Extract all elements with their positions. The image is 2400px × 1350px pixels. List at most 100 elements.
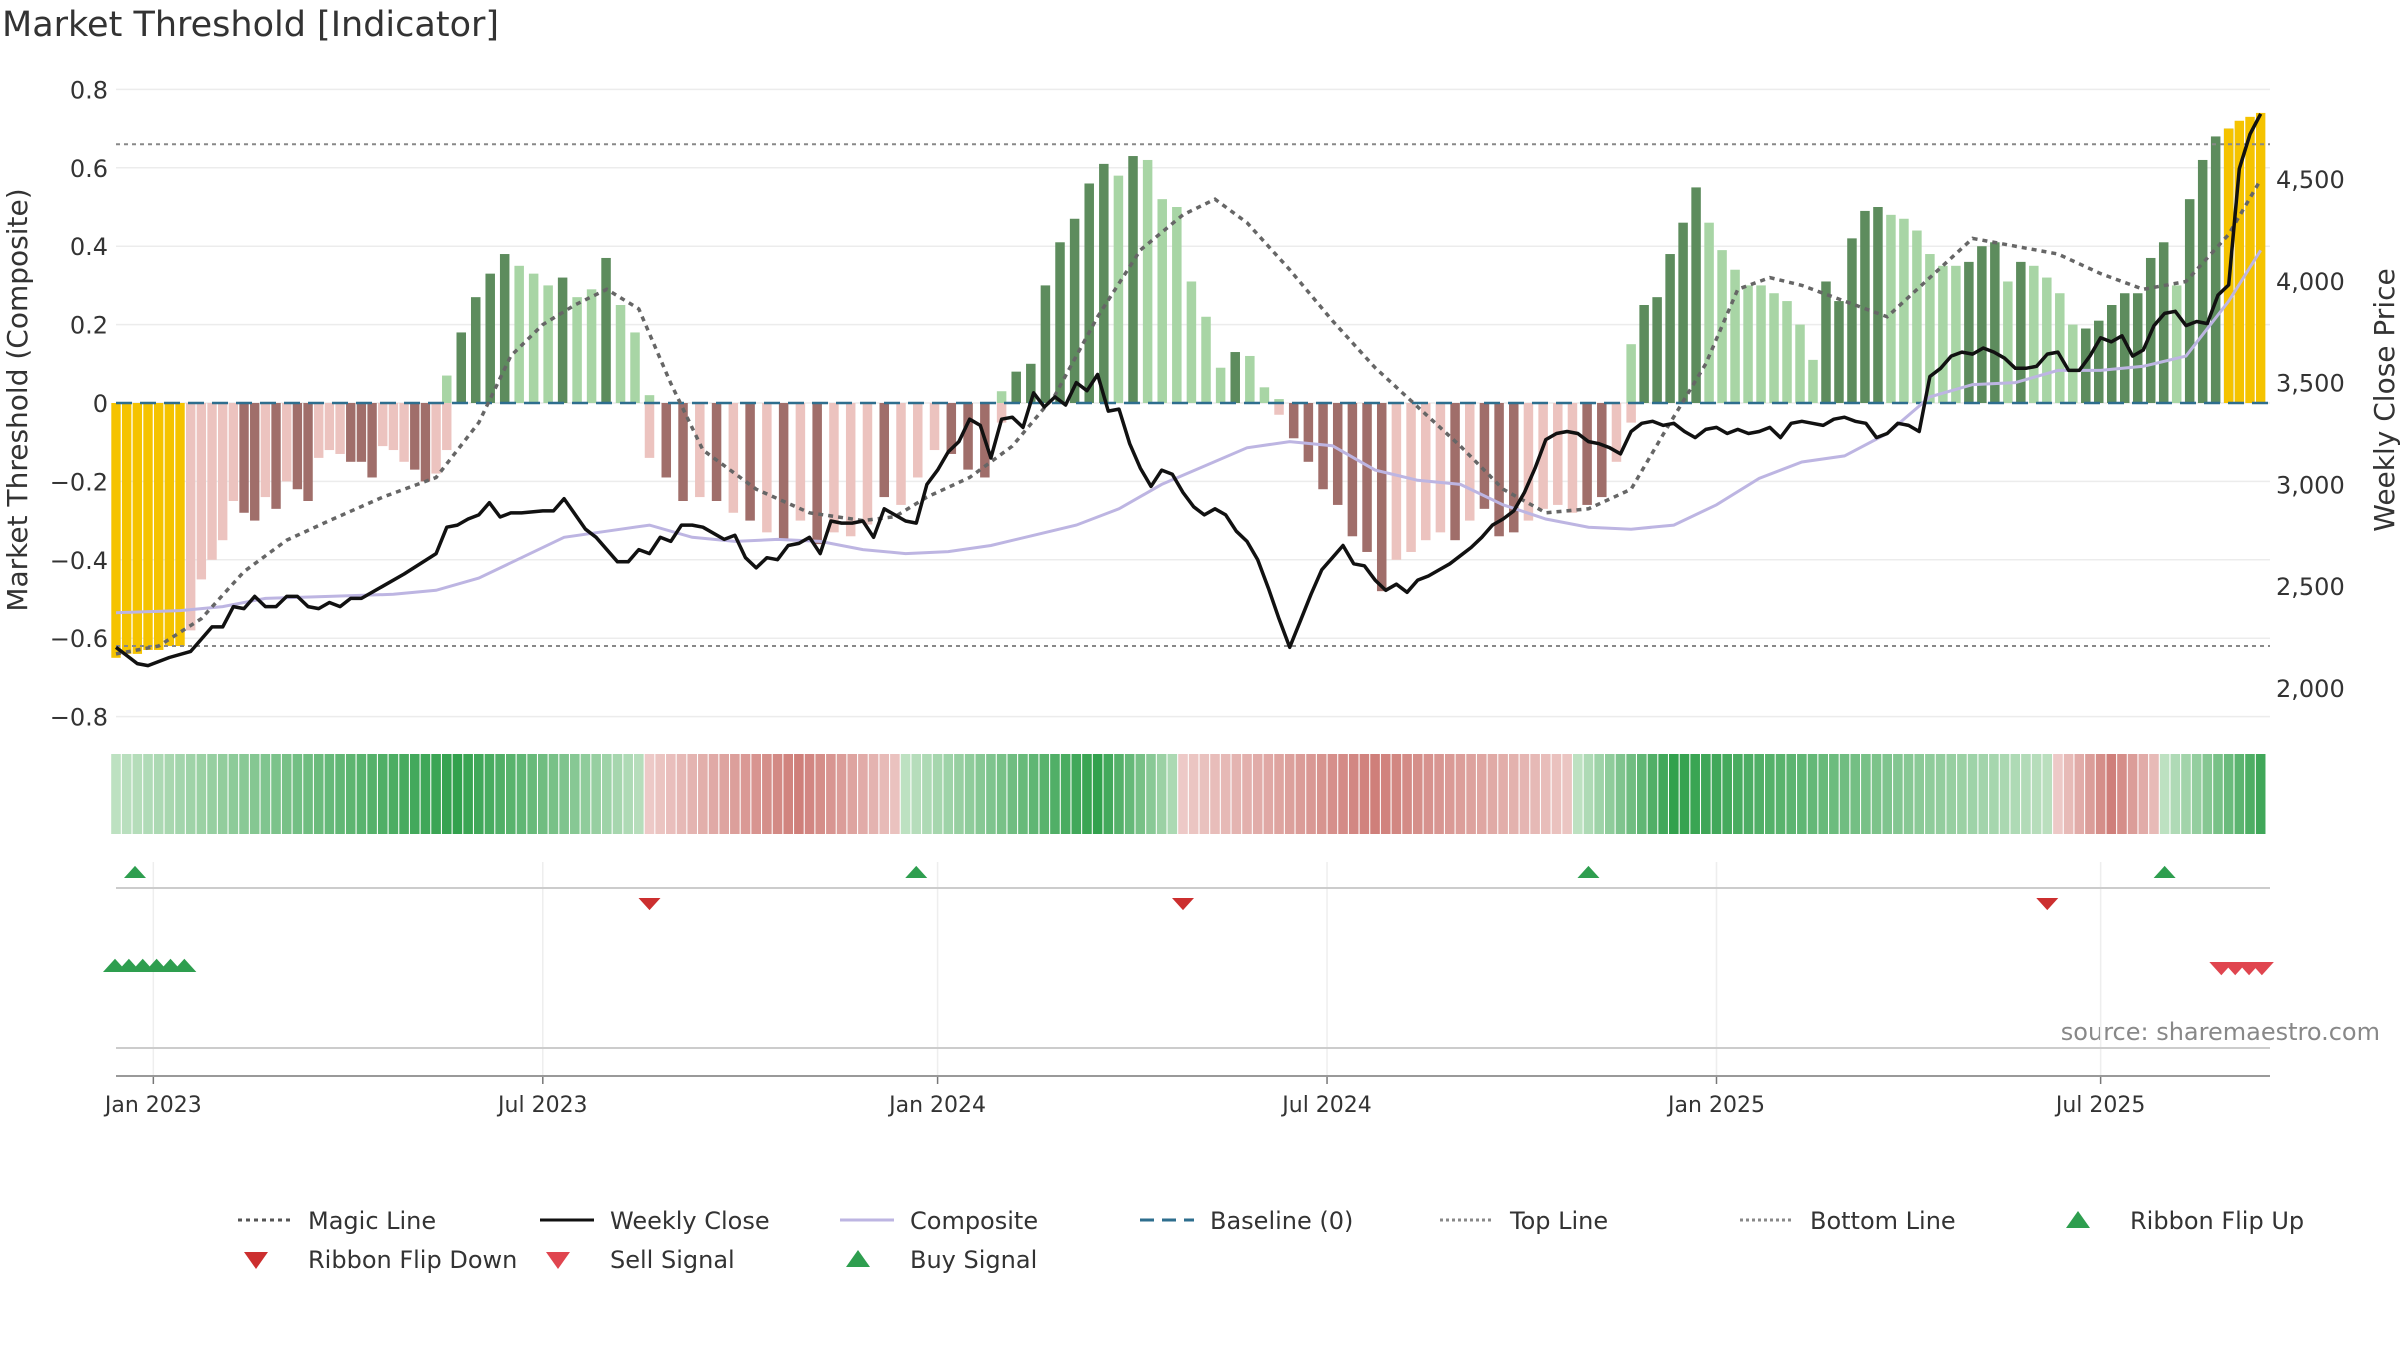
- composite-bar: [1055, 242, 1065, 403]
- composite-bar: [1084, 183, 1094, 403]
- composite-bar: [1990, 242, 2000, 403]
- ribbon-cell: [2181, 754, 2191, 834]
- ribbon-cell: [1476, 754, 1487, 834]
- composite-bar: [514, 265, 524, 403]
- ribbon-cell: [1605, 754, 1615, 834]
- composite-bar: [795, 403, 806, 521]
- composite-bar: [678, 403, 688, 501]
- ribbon-cell: [2234, 754, 2245, 834]
- ribbon-cell: [1178, 754, 1188, 834]
- composite-bar: [132, 403, 143, 654]
- ribbon-cell: [143, 754, 153, 834]
- composite-bar: [2081, 328, 2091, 403]
- composite-bar: [164, 403, 175, 647]
- composite-bar: [1157, 199, 1167, 403]
- ribbon-cell: [666, 754, 676, 834]
- ribbon-cell: [228, 754, 239, 834]
- y-axis-right-label: Weekly Close Price: [2368, 268, 2400, 531]
- composite-bar: [1288, 403, 1299, 439]
- ribbon-cell: [879, 754, 890, 834]
- composite-bar: [2245, 116, 2255, 403]
- composite-bar: [601, 257, 611, 403]
- ribbon-flip-up-marker: [2153, 865, 2176, 878]
- signals: [103, 865, 2274, 976]
- x-tick-label: Jul 2024: [1280, 1093, 1372, 1118]
- composite-bar: [2107, 305, 2117, 403]
- ribbon-cell: [708, 754, 719, 834]
- ribbon-cell: [2127, 754, 2138, 834]
- legend-label: Composite: [910, 1207, 1038, 1235]
- ribbon-cell: [2117, 754, 2127, 834]
- ribbon-cell: [431, 754, 441, 834]
- ribbon-cell: [570, 754, 580, 834]
- ribbon-cell: [463, 754, 473, 834]
- composite-bar: [528, 273, 539, 403]
- composite-bar: [346, 403, 356, 462]
- ribbon-cell: [986, 754, 996, 834]
- composite-bar: [745, 403, 755, 521]
- ribbon-cell: [655, 754, 665, 834]
- ribbon-cell: [452, 754, 463, 834]
- composite-bar: [543, 285, 553, 403]
- x-tick-label: Jan 2024: [887, 1093, 986, 1118]
- y-left-tick-label: −0.2: [50, 468, 108, 496]
- ribbon-cell: [1626, 754, 1636, 834]
- ribbon-cell: [2245, 754, 2255, 834]
- composite-line: [115, 249, 2262, 615]
- ribbon-cell: [538, 754, 548, 834]
- composite-bar: [1912, 230, 1922, 403]
- composite-bar: [996, 391, 1007, 403]
- ribbon-cell: [1423, 754, 1434, 834]
- composite-bar: [1951, 265, 1961, 403]
- composite-bar: [1769, 293, 1779, 403]
- composite-bar: [1665, 254, 1675, 403]
- y-right-tick-label: 2,500: [2276, 573, 2345, 601]
- composite-bar: [1435, 403, 1446, 533]
- composite-bar: [1230, 352, 1240, 403]
- y-right-tick-label: 2,000: [2276, 675, 2345, 703]
- composite-bar: [1113, 175, 1124, 403]
- ribbon-cell: [313, 754, 324, 834]
- composite-bar: [1821, 281, 1831, 403]
- ribbon-flip-up-marker: [1577, 865, 1600, 878]
- composite-bar: [1582, 403, 1592, 505]
- composite-bar: [1756, 285, 1766, 403]
- ribbon-cell: [548, 754, 559, 834]
- composite-bar: [282, 403, 292, 482]
- composite-bar: [2158, 242, 2169, 403]
- ribbon-cell: [2042, 754, 2053, 834]
- ribbon-cell: [815, 754, 826, 834]
- ribbon-cell: [1743, 754, 1754, 834]
- ribbon-cell: [1882, 754, 1893, 834]
- ribbon-cell: [836, 754, 847, 834]
- ribbon-cell: [1082, 754, 1092, 834]
- ribbon-cell: [1999, 754, 2010, 834]
- composite-bar: [228, 403, 239, 501]
- composite-bar: [572, 297, 582, 403]
- ribbon-cell: [1701, 754, 1711, 834]
- y-left-tick-label: 0: [93, 390, 108, 418]
- composite-bar: [1128, 156, 1138, 403]
- composite-bar: [2171, 285, 2182, 403]
- composite-bar: [185, 403, 196, 631]
- ribbon-cell: [2202, 754, 2213, 834]
- ribbon-cell: [2223, 754, 2234, 834]
- ribbon-cell: [153, 754, 164, 834]
- composite-bar: [1479, 403, 1490, 509]
- ribbon-cell: [1327, 754, 1338, 834]
- source-text: source: sharemaestro.com: [2061, 1018, 2380, 1046]
- composite-bar: [996, 403, 1007, 423]
- ribbon-cell: [121, 754, 132, 834]
- composite-bar: [143, 403, 153, 650]
- ribbon-cell: [1156, 754, 1167, 834]
- ribbon-cell: [1092, 754, 1103, 834]
- ribbon-cell: [2149, 754, 2159, 834]
- composite-bar: [2210, 136, 2221, 403]
- ribbon-cell: [1818, 754, 1828, 834]
- ribbon-cell: [367, 754, 377, 834]
- legend-swatch: [2066, 1211, 2090, 1228]
- ribbon-cell: [1540, 754, 1551, 834]
- buy-signal-marker: [172, 958, 197, 972]
- composite-bar: [1925, 254, 1935, 403]
- ribbon-cell: [2063, 754, 2074, 834]
